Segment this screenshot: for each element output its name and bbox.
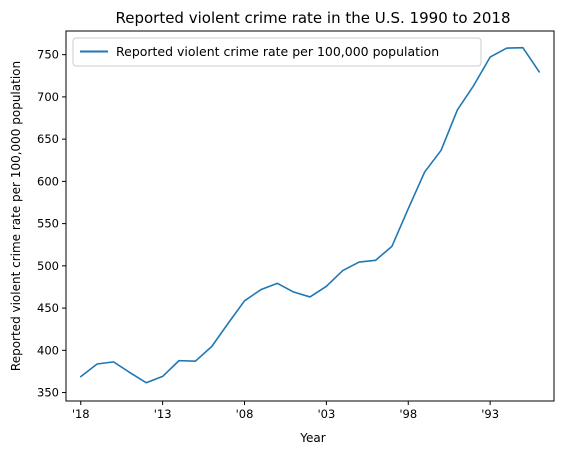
legend-box — [72, 37, 482, 67]
x-tick-label: '13 — [154, 407, 172, 421]
y-tick-label: 600 — [37, 174, 59, 188]
y-tick-label: 400 — [37, 343, 59, 357]
y-tick-label: 350 — [37, 386, 59, 400]
ticks-layer: '18 '13 '08 '03 '98 '93 350 400 450 500 550 600 650 7… — [37, 48, 499, 421]
y-tick-label: 450 — [37, 301, 59, 315]
series-line-0 — [79, 46, 541, 384]
x-axis-label: Year — [299, 431, 325, 445]
x-tick-label: '18 — [72, 407, 90, 421]
x-tick-label: '03 — [317, 407, 335, 421]
x-tick-label: '08 — [236, 407, 254, 421]
y-tick-label: 500 — [37, 259, 59, 273]
chart-title: Reported violent crime rate in the U.S. … — [115, 9, 510, 27]
x-tick-label: '93 — [481, 407, 499, 421]
plot-frame — [65, 30, 555, 402]
y-axis-label: Reported violent crime rate per 100,000 … — [9, 61, 23, 371]
legend: Reported violent crime rate per 100,000 … — [72, 37, 482, 67]
legend-entry-label: Reported violent crime rate per 100,000 … — [116, 44, 439, 59]
y-tick-label: 750 — [37, 48, 59, 62]
y-tick-label: 550 — [37, 217, 59, 231]
y-tick-label: 700 — [37, 90, 59, 104]
y-tick-label: 650 — [37, 132, 59, 146]
plot-layer — [79, 46, 541, 384]
x-tick-label: '98 — [399, 407, 417, 421]
